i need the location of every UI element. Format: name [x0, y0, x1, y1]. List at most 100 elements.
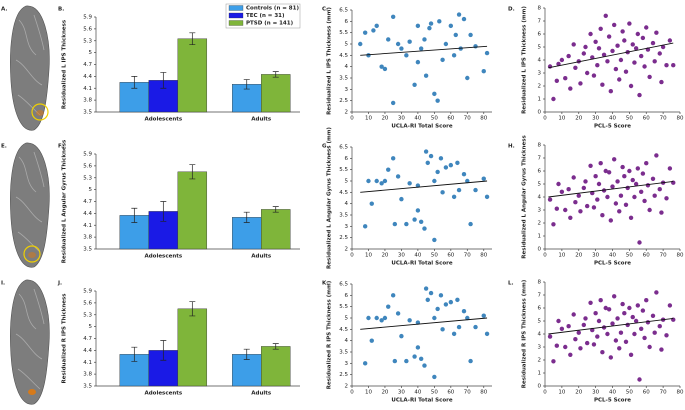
data-point	[584, 203, 590, 209]
data-point	[601, 188, 607, 193]
y-tick-label: 2	[345, 247, 349, 253]
brain-sulcus	[33, 288, 45, 325]
error-bar	[243, 79, 250, 90]
brain-image	[10, 279, 50, 405]
data-point	[443, 165, 449, 170]
data-point	[583, 179, 588, 184]
x-tick-label: 50	[626, 116, 633, 122]
y-tick-label: 6.5	[339, 8, 348, 14]
brain-image	[10, 5, 50, 131]
data-point	[608, 355, 614, 360]
data-point	[407, 181, 412, 186]
roi-blob	[28, 252, 36, 258]
error-bar	[131, 207, 138, 223]
y-tick-label: 5	[538, 319, 542, 325]
x-tick-label: 0	[350, 116, 354, 122]
x-tick-label: 0	[543, 253, 547, 259]
data-point	[481, 69, 486, 74]
data-point	[637, 377, 642, 382]
data-point	[407, 39, 412, 44]
data-point	[571, 42, 576, 47]
y-tick-label: 5	[538, 182, 542, 188]
data-point	[573, 65, 578, 71]
data-point	[453, 32, 458, 38]
y-tick-label: 2.5	[339, 372, 348, 378]
data-point	[650, 176, 656, 181]
x-tick-label: 60	[447, 390, 454, 396]
data-point	[581, 322, 587, 328]
bar	[261, 209, 291, 250]
data-point	[578, 81, 583, 86]
data-point	[556, 181, 561, 187]
data-point	[615, 179, 620, 184]
data-point	[468, 221, 473, 227]
data-point	[382, 178, 388, 184]
data-point	[601, 325, 607, 330]
data-point	[645, 320, 651, 325]
y-tick-label: 5	[345, 179, 349, 185]
fit-line	[360, 45, 488, 56]
y-tick-label: 5.9	[83, 289, 92, 295]
y-tick-label: 2.5	[339, 98, 348, 104]
data-point	[399, 46, 404, 51]
data-point	[435, 169, 440, 175]
x-tick-label: 70	[660, 116, 667, 122]
data-point	[644, 298, 649, 303]
data-point	[637, 240, 642, 245]
data-point	[630, 314, 635, 320]
data-point	[606, 34, 612, 39]
data-point	[443, 41, 449, 47]
y-tick-label: 4.4	[83, 74, 92, 80]
data-point	[667, 303, 673, 308]
y-tick-label: 2	[538, 84, 542, 90]
data-point	[554, 343, 560, 348]
data-point	[465, 315, 470, 321]
data-point	[366, 315, 371, 321]
data-point	[645, 183, 651, 188]
data-point	[456, 12, 462, 17]
x-tick-label: 30	[398, 116, 405, 122]
y-axis-title: Residualized L IPS Thickness	[62, 19, 68, 109]
x-tick-label: 0	[350, 390, 354, 396]
data-point	[461, 309, 467, 314]
data-point	[578, 346, 583, 351]
x-axis-title: PCL-5 Score	[594, 261, 631, 267]
y-tick-label: 6.5	[339, 145, 348, 151]
data-point	[412, 82, 417, 88]
x-tick-label: 60	[643, 253, 650, 259]
y-tick-label: 6	[345, 19, 349, 25]
data-point	[559, 326, 565, 331]
x-tick-label: 30	[592, 116, 599, 122]
data-point	[425, 297, 430, 303]
data-point	[598, 161, 603, 166]
data-point	[484, 331, 490, 337]
data-point	[605, 59, 610, 64]
data-point	[571, 312, 576, 317]
data-point	[622, 174, 627, 179]
legend-label: TEC (n = 31)	[246, 13, 285, 19]
data-point	[455, 297, 460, 303]
y-tick-label: 6	[538, 169, 542, 175]
data-point	[451, 194, 457, 200]
data-point	[659, 210, 664, 215]
legend-swatch	[228, 20, 244, 26]
data-point	[432, 237, 437, 243]
data-point	[613, 66, 619, 72]
data-point	[618, 193, 624, 198]
x-tick-label: 30	[592, 253, 599, 259]
data-point	[640, 171, 646, 176]
data-point	[591, 73, 597, 78]
brain-sulcus	[15, 59, 43, 86]
bar	[261, 346, 291, 387]
y-tick-label: 4.4	[83, 348, 92, 354]
data-point	[613, 338, 619, 343]
x-tick-label: 20	[381, 116, 388, 122]
y-tick-label: 5.3	[83, 312, 92, 318]
data-point	[423, 286, 429, 291]
data-point	[435, 306, 440, 312]
brain-sulcus	[15, 196, 43, 223]
data-point	[418, 219, 424, 224]
data-point	[571, 175, 576, 180]
error-bar	[160, 72, 167, 89]
x-category-label: Adults	[251, 117, 272, 123]
